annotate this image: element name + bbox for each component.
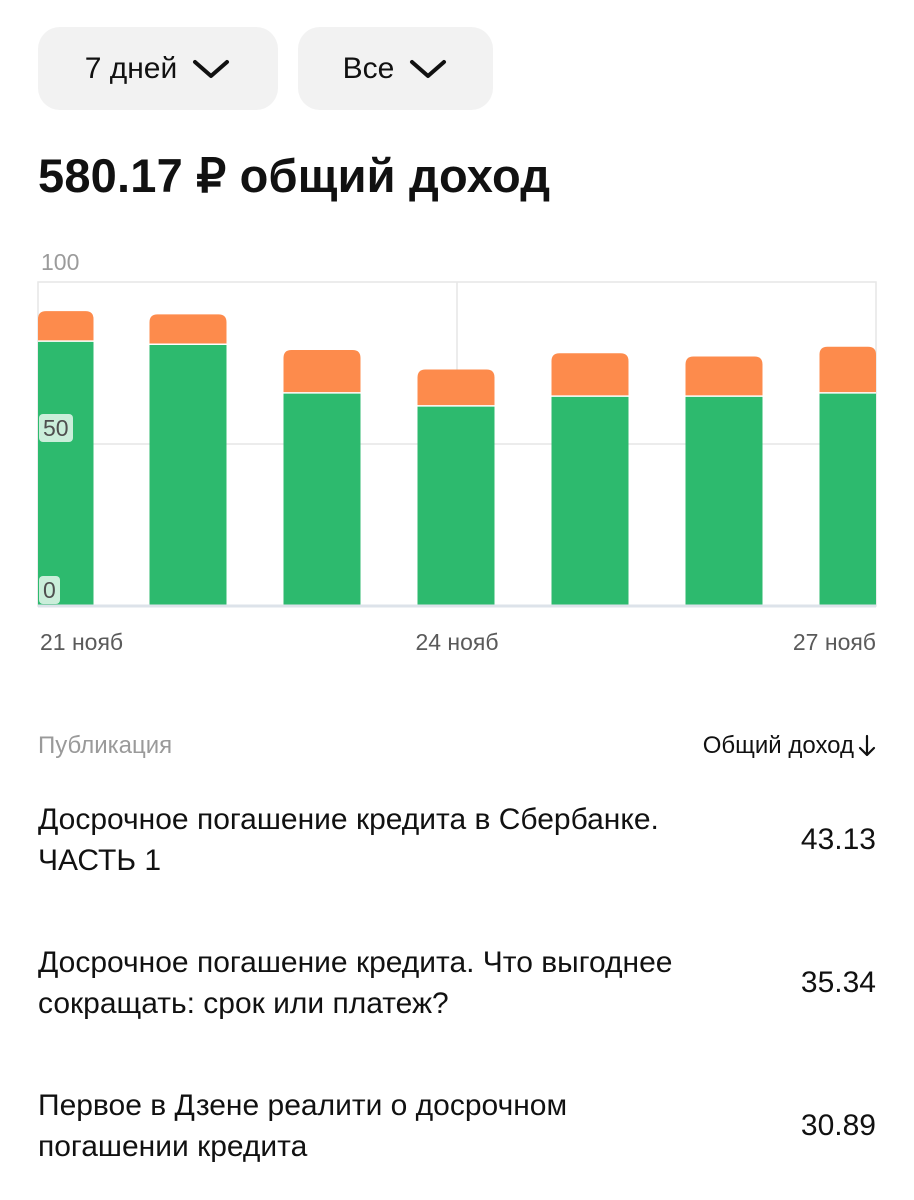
bar-segment: [551, 353, 629, 396]
chevron-down-icon: [408, 57, 448, 81]
period-dropdown[interactable]: 7 дней: [38, 27, 278, 110]
table-header: Публикация Общий доход: [38, 730, 876, 766]
table-row[interactable]: Досрочное погашение кредита в Сбербанке.…: [38, 790, 876, 890]
y-tick-label: 100: [41, 249, 79, 275]
bar-segment: [149, 343, 227, 606]
x-tick-label: 21 нояб: [40, 629, 123, 655]
y-tick-label-bg: [39, 576, 60, 604]
y-tick-label-bg: [39, 414, 73, 442]
bar-segment: [417, 369, 495, 406]
bar-segment: [551, 395, 629, 606]
bar-segment: [283, 392, 361, 606]
income-chart: 0 50 100 21 нояб 24 нояб 27 нояб: [0, 240, 914, 670]
filter-bar: 7 дней Все: [38, 27, 493, 110]
bar-segment: [283, 350, 361, 393]
chevron-down-icon: [191, 57, 231, 81]
publication-title: Досрочное погашение кредита. Что выгодне…: [38, 946, 673, 1020]
y-tick-label: 0: [43, 577, 56, 603]
type-dropdown[interactable]: Все: [298, 27, 493, 110]
publication-income: 30.89: [800, 1109, 876, 1142]
column-header-income-label: Общий доход: [702, 732, 854, 759]
publication-title: Досрочное погашение кредита в Сбербанке.…: [38, 803, 659, 877]
table-row[interactable]: Досрочное погашение кредита. Что выгодне…: [38, 933, 876, 1033]
publication-income: 43.13: [800, 823, 876, 856]
bar-segment: [149, 314, 227, 344]
bar-segment: [685, 356, 763, 396]
bar-segment: [38, 340, 94, 606]
total-income: 580.17 ₽ общий доход: [38, 149, 551, 202]
column-header-income[interactable]: Общий доход: [703, 732, 876, 760]
bar-segment: [819, 392, 876, 606]
y-tick-label: 50: [43, 415, 69, 441]
column-header-publication: Публикация: [38, 732, 173, 759]
period-dropdown-label: 7 дней: [84, 51, 178, 85]
bar-segment: [38, 311, 94, 341]
type-dropdown-label: Все: [342, 51, 395, 85]
bar-segment: [417, 405, 495, 606]
x-tick-label: 27 нояб: [793, 629, 876, 655]
table-row[interactable]: Первое в Дзене реалити о досрочном погаш…: [38, 1076, 876, 1176]
bar-segment: [685, 395, 763, 606]
publication-income: 35.34: [800, 966, 876, 999]
x-tick-label: 24 нояб: [415, 629, 498, 655]
arrow-down-icon: [858, 733, 876, 759]
bar-segment: [819, 346, 876, 393]
publication-title: Первое в Дзене реалити о досрочном погаш…: [38, 1089, 568, 1163]
